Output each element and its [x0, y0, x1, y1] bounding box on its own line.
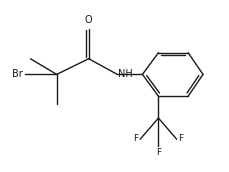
Text: Br: Br — [12, 69, 22, 79]
Text: F: F — [155, 148, 160, 157]
Text: NH: NH — [118, 69, 133, 79]
Text: F: F — [133, 134, 138, 143]
Text: O: O — [85, 15, 92, 25]
Text: F: F — [178, 134, 183, 143]
